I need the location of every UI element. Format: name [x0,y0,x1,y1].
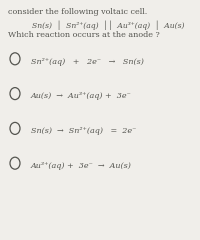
Text: Sn²⁺(aq)   +   2e⁻   →   Sn(s): Sn²⁺(aq) + 2e⁻ → Sn(s) [31,58,144,66]
Text: Which reaction occurs at the anode ?: Which reaction occurs at the anode ? [8,31,160,39]
Text: Au³⁺(aq) +  3e⁻  →  Au(s): Au³⁺(aq) + 3e⁻ → Au(s) [31,162,132,170]
Text: Sn(s)  │  Sn²⁺(aq)  ││  Au³⁺(aq)  │  Au(s): Sn(s) │ Sn²⁺(aq) ││ Au³⁺(aq) │ Au(s) [32,20,184,30]
Text: Sn(s)  →  Sn²⁺(aq)   =  2e⁻: Sn(s) → Sn²⁺(aq) = 2e⁻ [31,127,136,135]
Text: consider the following voltaic cell.: consider the following voltaic cell. [8,8,147,16]
Text: Au(s)  →  Au³⁺(aq) +  3e⁻: Au(s) → Au³⁺(aq) + 3e⁻ [31,92,132,100]
